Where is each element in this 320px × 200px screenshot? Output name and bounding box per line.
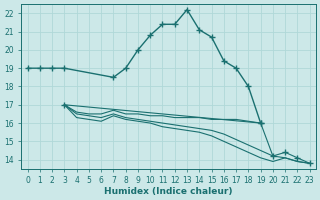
X-axis label: Humidex (Indice chaleur): Humidex (Indice chaleur) <box>104 187 233 196</box>
